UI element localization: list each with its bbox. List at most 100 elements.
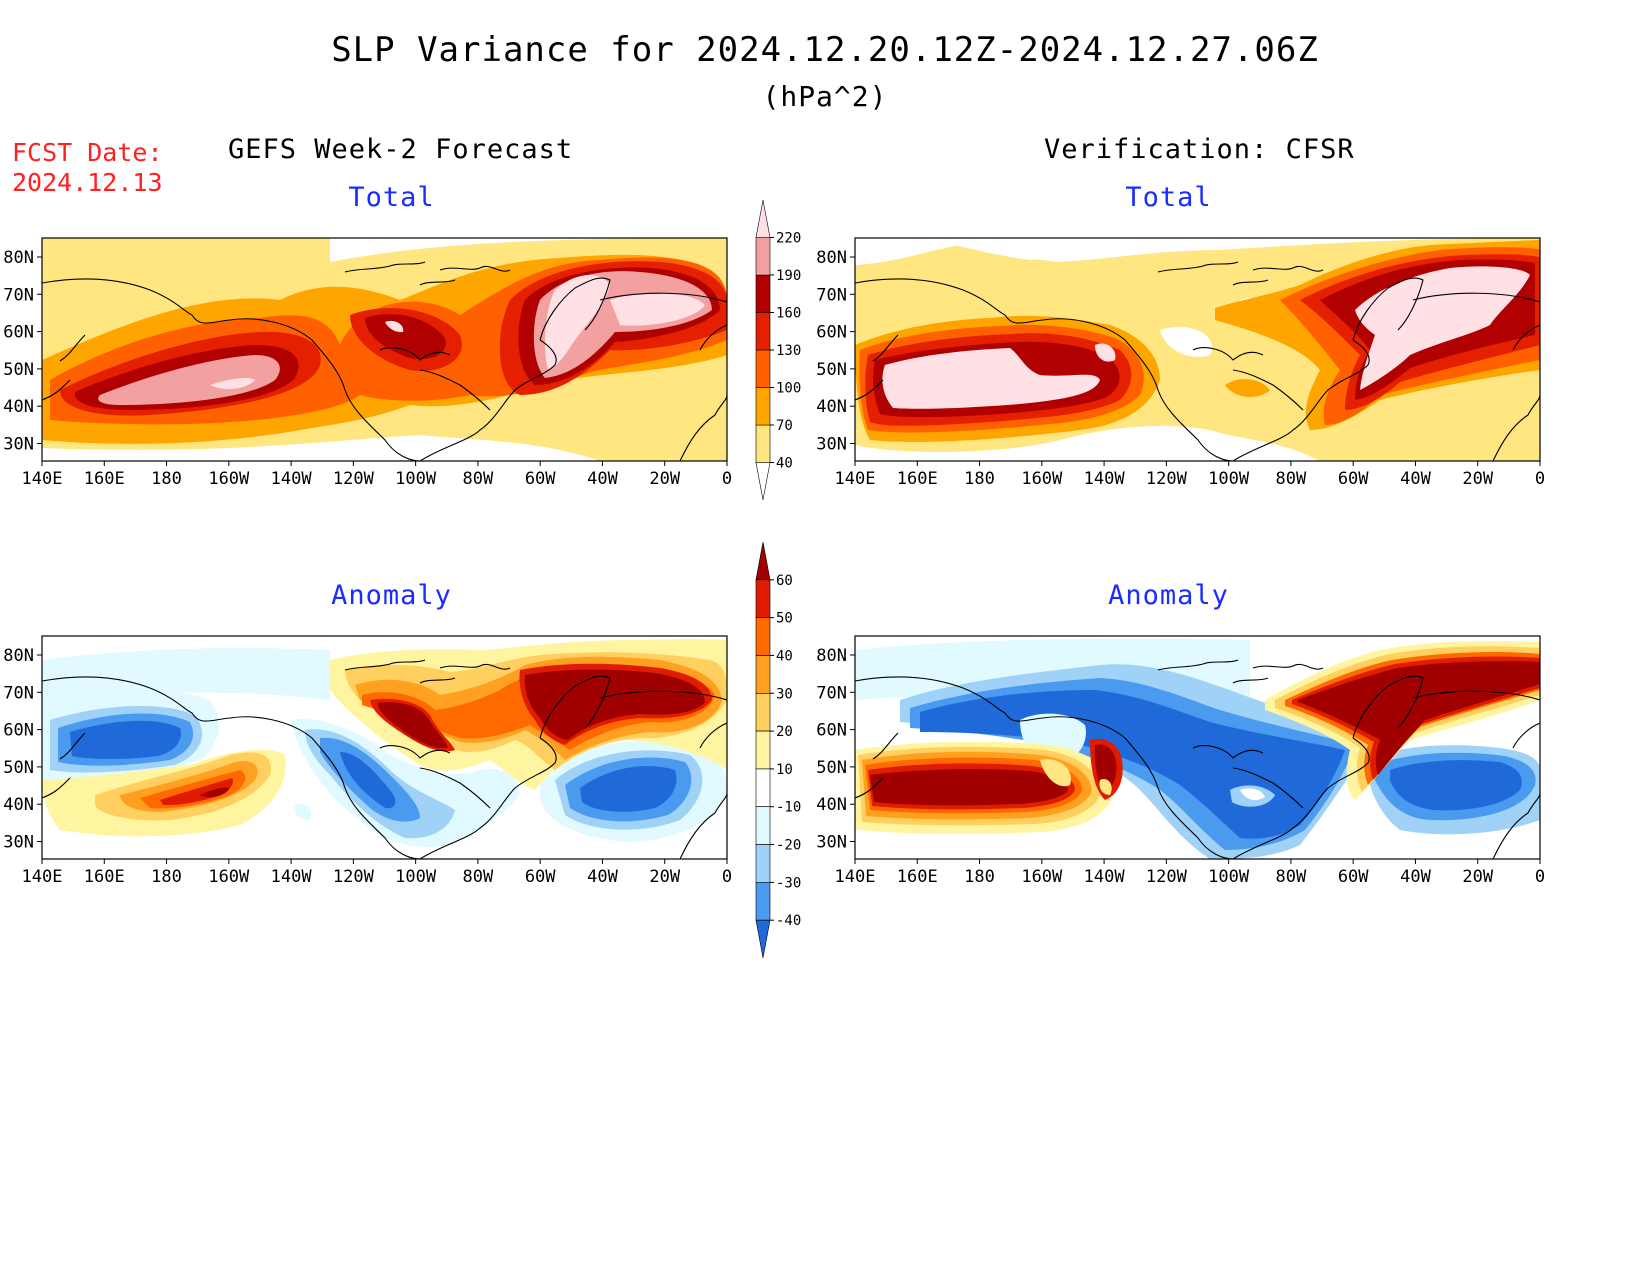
figure-units: (hPa^2) (762, 80, 888, 113)
colorbar-tick-label: 30 (776, 686, 793, 702)
colorbar-tick-label: -40 (776, 913, 801, 929)
lat-tick-label: 60N (816, 323, 847, 343)
lat-tick-label: 50N (816, 758, 847, 778)
colorbar-swatch (755, 462, 771, 501)
lon-tick-label: 40W (587, 469, 618, 489)
forecast-anomaly-map (41, 635, 728, 860)
coastlines (855, 659, 1540, 859)
lon-tick-label: 80W (463, 469, 494, 489)
lon-tick-label: 40W (1400, 867, 1431, 887)
figure-title: SLP Variance for 2024.12.20.12Z-2024.12.… (331, 30, 1319, 70)
contour-fill (42, 648, 330, 700)
forecast-total-map (41, 237, 728, 462)
lon-tick-label: 180 (151, 469, 182, 489)
lon-tick-label: 20W (649, 867, 680, 887)
colorbar-swatch (755, 882, 771, 921)
colorbar-swatch (755, 387, 771, 426)
axis-labels: 140E 160E 180 160W 140W 120W 100W 80W 60W 40W 20W 0… (3, 248, 1545, 887)
lon-tick-label: 0 (722, 867, 732, 887)
right-column-title: Verification: CFSR (1044, 134, 1355, 165)
lat-tick-label: 70N (3, 285, 34, 305)
colorbar-swatch (755, 274, 771, 313)
colorbar-tick-label: 190 (776, 268, 801, 284)
lon-tick-label: 0 (1535, 469, 1545, 489)
lon-tick-label: 140E (835, 867, 876, 887)
contour-fill (1040, 759, 1071, 787)
contour-fill (70, 720, 181, 759)
lat-tick-label: 30N (816, 833, 847, 853)
contour-fill (1355, 266, 1530, 390)
lon-tick-label: 80W (1276, 867, 1307, 887)
lon-tick-label: 160E (897, 867, 938, 887)
left-column-title: GEFS Week-2 Forecast (228, 134, 574, 165)
colorbar-tick-label: 40 (776, 648, 793, 664)
contour-fill (882, 348, 1100, 409)
colorbar-swatch (755, 768, 771, 808)
lat-tick-label: 80N (816, 248, 847, 268)
lon-tick-label: 160W (208, 867, 250, 887)
lon-tick-label: 100W (395, 867, 437, 887)
contour-fill (340, 752, 396, 809)
contour-fill (98, 355, 280, 405)
lat-tick-label: 50N (816, 360, 847, 380)
lon-tick-label: 140W (271, 469, 313, 489)
lon-tick-label: 160W (1021, 867, 1063, 887)
lon-tick-label: 20W (649, 469, 680, 489)
contour-fill (365, 314, 446, 360)
colorbar-tick-label: 100 (776, 381, 801, 397)
colorbar-tick-label: 20 (776, 724, 793, 740)
colorbar-swatch (755, 806, 771, 845)
lat-tick-label: 70N (816, 683, 847, 703)
lon-tick-label: 20W (1462, 469, 1493, 489)
lon-tick-label: 60W (1338, 469, 1369, 489)
lon-tick-label: 160E (897, 469, 938, 489)
contour-fill (855, 238, 950, 265)
contour-fill (524, 669, 705, 740)
colorbar-swatch (755, 312, 771, 351)
contour-fill (544, 274, 610, 370)
lon-tick-label: 140E (835, 469, 876, 489)
colorbar-swatch (755, 349, 771, 388)
contour-fill (1160, 326, 1212, 358)
lat-tick-label: 40N (3, 795, 34, 815)
lon-tick-label: 120W (333, 867, 375, 887)
lon-tick-label: 140E (22, 867, 63, 887)
colorbar-swatch (755, 730, 771, 770)
lon-tick-label: 0 (1535, 867, 1545, 887)
lat-tick-label: 70N (3, 683, 34, 703)
colorbar-swatch (755, 692, 771, 732)
colorbar-tick-label: 130 (776, 343, 801, 359)
anomaly-colorbar: 60 50 40 30 20 10 -10 -20 -30 -40 (755, 541, 801, 959)
colorbar-tick-label: 40 (776, 456, 793, 472)
contour-fill (42, 238, 330, 300)
lon-tick-label: 180 (964, 867, 995, 887)
lon-tick-label: 140W (1084, 867, 1126, 887)
colorbar-swatch (755, 237, 771, 276)
lat-tick-label: 60N (816, 721, 847, 741)
lon-tick-label: 160W (1021, 469, 1063, 489)
lat-tick-label: 80N (816, 646, 847, 666)
lon-tick-label: 180 (151, 867, 182, 887)
colorbar-tick-label: 220 (776, 231, 801, 247)
total-colorbar: 40 70 100 130 160 190 220 (755, 199, 801, 501)
lon-tick-label: 160E (84, 867, 125, 887)
colorbar-tick-label: 10 (776, 762, 793, 778)
lon-tick-label: 100W (395, 469, 437, 489)
lon-tick-label: 140W (1084, 469, 1126, 489)
contour-fill (424, 814, 433, 828)
colorbar-tick-label: -20 (776, 838, 801, 854)
lat-tick-label: 80N (3, 646, 34, 666)
contour-fill (580, 765, 677, 812)
contour-fill (1095, 343, 1116, 362)
lon-tick-label: 60W (525, 867, 556, 887)
lat-tick-label: 50N (3, 758, 34, 778)
lat-tick-label: 30N (3, 435, 34, 455)
contour-fill (920, 238, 1130, 260)
colorbar-tick-label: 50 (776, 611, 793, 627)
verification-anomaly-title: Anomaly (1108, 580, 1229, 611)
lon-tick-label: 120W (333, 469, 375, 489)
verification-anomaly-map (854, 635, 1541, 860)
lon-tick-label: 40W (587, 867, 618, 887)
contour-fill (1298, 661, 1540, 775)
lon-tick-label: 80W (463, 867, 494, 887)
